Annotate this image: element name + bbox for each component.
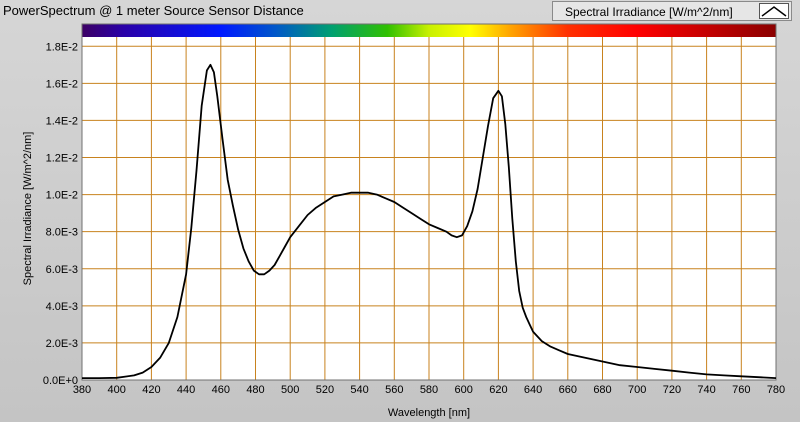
x-tick-label: 440 — [177, 384, 195, 396]
x-tick-label: 560 — [385, 384, 403, 396]
legend-label: Spectral Irradiance [W/m^2/nm] — [565, 5, 733, 19]
plot-legend[interactable]: Spectral Irradiance [W/m^2/nm] — [552, 1, 792, 21]
y-tick-label: 4.0E-3 — [46, 301, 78, 313]
y-tick-label: 1.4E-2 — [46, 115, 78, 127]
x-tick-label: 740 — [697, 384, 715, 396]
x-tick-label: 460 — [212, 384, 230, 396]
x-tick-label: 400 — [108, 384, 126, 396]
x-tick-label: 580 — [420, 384, 438, 396]
y-tick-label: 1.2E-2 — [46, 153, 78, 165]
x-tick-label: 680 — [593, 384, 611, 396]
x-tick-label: 600 — [455, 384, 473, 396]
x-tick-label: 700 — [628, 384, 646, 396]
legend-swatch-graphic — [761, 6, 787, 17]
x-tick-label: 420 — [142, 384, 160, 396]
x-tick-label: 720 — [663, 384, 681, 396]
plot-border — [81, 23, 777, 381]
y-tick-label: 0.0E+0 — [43, 375, 78, 387]
y-tick-label: 8.0E-3 — [46, 227, 78, 239]
y-tick-label: 1.8E-2 — [46, 41, 78, 53]
x-axis-label: Wavelength [nm] — [388, 407, 470, 419]
line-peak-icon[interactable] — [759, 3, 789, 19]
y-axis-label: Spectral Irradiance [W/m^2/nm] — [22, 132, 34, 286]
grid — [81, 23, 777, 381]
axis-ticks: 380 400 420 440 460 480 500 520 540 560 580 600 620 6… — [43, 41, 785, 396]
series-line — [82, 63, 777, 380]
x-tick-label: 520 — [316, 384, 334, 396]
title-bar: PowerSpectrum @ 1 meter Source Sensor Di… — [0, 0, 540, 22]
y-tick-label: 1.6E-2 — [46, 78, 78, 90]
chart-title: PowerSpectrum @ 1 meter Source Sensor Di… — [3, 3, 304, 18]
y-tick-label: 2.0E-3 — [46, 338, 78, 350]
x-tick-label: 540 — [350, 384, 368, 396]
y-tick-label: 6.0E-3 — [46, 264, 78, 276]
x-tick-label: 640 — [524, 384, 542, 396]
x-tick-label: 660 — [559, 384, 577, 396]
x-tick-label: 780 — [767, 384, 785, 396]
x-tick-label: 480 — [246, 384, 264, 396]
x-tick-label: 500 — [281, 384, 299, 396]
x-tick-label: 620 — [489, 384, 507, 396]
y-tick-label: 1.0E-2 — [46, 190, 78, 202]
series-layer — [82, 63, 777, 380]
x-tick-label: 380 — [73, 384, 91, 396]
x-tick-label: 760 — [732, 384, 750, 396]
spectrum-color-band — [82, 24, 776, 37]
